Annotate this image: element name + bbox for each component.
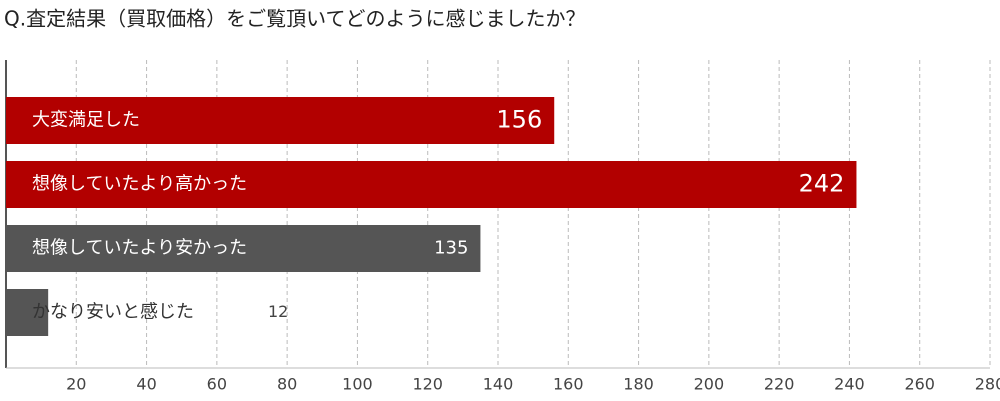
x-tick-label: 280	[975, 375, 1000, 394]
x-tick-label: 40	[136, 375, 156, 394]
value-label: 242	[799, 170, 845, 198]
category-label: かなり安いと感じた	[32, 302, 194, 323]
bar	[6, 97, 555, 144]
x-tick-label: 220	[764, 375, 795, 394]
chart-title: Q.査定結果（買取価格）をご覧頂いてどのように感じましたか？	[4, 7, 586, 31]
x-tick-label: 160	[553, 375, 584, 394]
bar	[6, 289, 49, 336]
x-tick-label: 80	[277, 375, 297, 394]
category-label: 大変満足した	[32, 110, 140, 131]
bar	[6, 225, 481, 272]
category-label: 想像していたより高かった	[32, 174, 247, 195]
x-tick-label: 260	[904, 375, 935, 394]
x-tick-label: 20	[66, 375, 86, 394]
x-tick-label: 120	[412, 375, 443, 394]
x-tick-label: 100	[342, 375, 373, 394]
x-tick-label: 200	[694, 375, 725, 394]
value-label: 135	[434, 238, 468, 259]
category-label: 想像していたより安かった	[32, 238, 247, 259]
x-tick-label: 140	[483, 375, 514, 394]
value-label: 156	[496, 106, 542, 134]
x-tick-label: 60	[207, 375, 227, 394]
x-tick-label: 180	[623, 375, 654, 394]
bar	[6, 161, 857, 208]
value-label: 12	[268, 302, 288, 321]
x-tick-label: 240	[834, 375, 865, 394]
